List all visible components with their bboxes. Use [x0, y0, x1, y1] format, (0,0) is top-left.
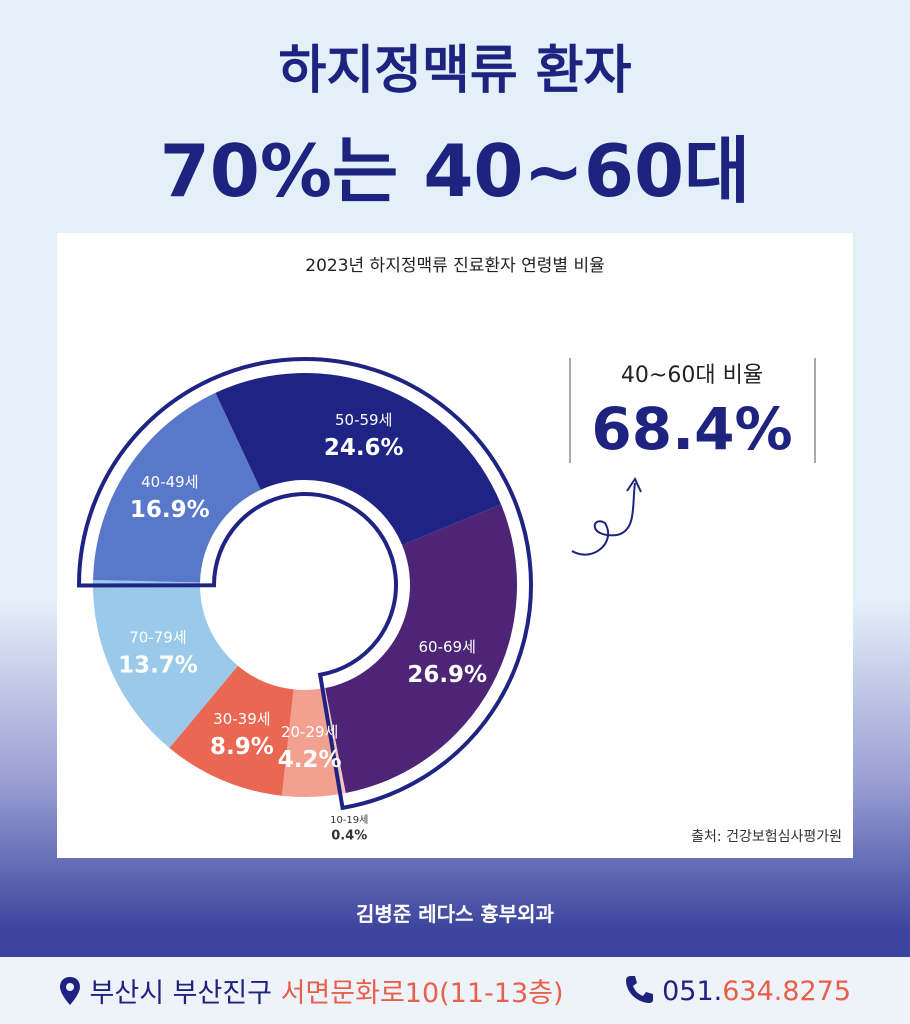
slice-value-label: 24.6%	[324, 435, 404, 461]
phone-part1: 051.	[662, 976, 723, 1007]
highlight-outline	[77, 357, 533, 811]
donut-slice	[325, 504, 517, 794]
slice-category: 40-49세	[141, 473, 198, 491]
donut-slice	[92, 579, 238, 748]
slice-value-label: 13.7%	[118, 652, 198, 678]
slice-category: 10-19세	[330, 814, 368, 826]
address-part1: 부산시 부산진구	[89, 978, 281, 1009]
source: 출처: 건강보험심사평가원	[691, 829, 842, 845]
phone-icon	[625, 976, 653, 1003]
clinic: 김병준 레다스 흉부외과	[356, 902, 554, 926]
slice-value-label: 0.4%	[331, 829, 367, 844]
donut-slice	[169, 665, 294, 796]
phone: 051.634.8275	[624, 974, 852, 1007]
arrow-head	[626, 476, 642, 493]
address-part2: 서면문화로10(11-13층)	[280, 978, 564, 1009]
slice-category: 70-79세	[129, 628, 186, 646]
address: 부산시 부산진구 서면문화로10(11-13층)	[59, 971, 564, 1010]
title-line1: 하지정맥류 환자	[278, 41, 632, 101]
slice-value-label: 16.9%	[130, 497, 210, 523]
callout-value: 68.4%	[591, 395, 792, 463]
slice-category: 30-39세	[213, 710, 270, 728]
donut-slice	[93, 392, 261, 583]
slice-value-label: 26.9%	[407, 662, 487, 688]
donut-slice	[215, 373, 502, 546]
pin-icon	[59, 977, 80, 1005]
slice-category: 20-29세	[281, 723, 338, 741]
arrow-doodle	[571, 482, 636, 556]
slice-category: 50-59세	[335, 411, 392, 429]
slice-value-label: 8.9%	[210, 734, 274, 760]
chart-title: 2023년 하지정맥류 진료환자 연령별 비율	[305, 256, 604, 276]
title-line2: 70%는 40~60대	[159, 129, 751, 213]
chart: 2023년 하지정맥류 진료환자 연령별 비율 40~60대 비율 68.4% …	[57, 233, 853, 858]
callout-label: 40~60대 비율	[621, 363, 763, 388]
footer-bar: 부산시 부산진구 서면문화로10(11-13층) 051.634.8275	[0, 957, 910, 1024]
phone-part2: 634.8275	[722, 976, 852, 1007]
slice-category: 60-69세	[419, 638, 476, 656]
slice-value-label: 4.2%	[278, 747, 342, 773]
